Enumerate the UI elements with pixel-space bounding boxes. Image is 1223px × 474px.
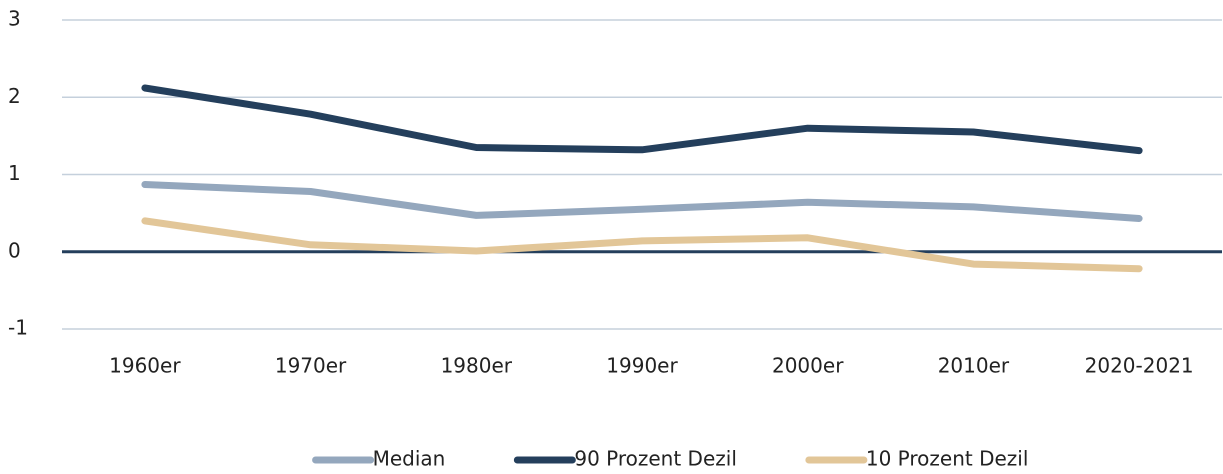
legend: Median 90 Prozent Dezil 10 Prozent Dezil xyxy=(312,447,1029,471)
series-line xyxy=(141,84,1143,155)
y-tick-label: -1 xyxy=(8,316,28,340)
legend-label: 10 Prozent Dezil xyxy=(866,447,1029,471)
x-tick-label: 2000er xyxy=(772,354,844,378)
x-tick-label: 1970er xyxy=(275,354,347,378)
legend-label: Median xyxy=(373,447,446,471)
series-line xyxy=(141,217,1143,273)
y-tick-label: 0 xyxy=(8,238,21,262)
x-tick-label: 2010er xyxy=(938,354,1010,378)
legend-label: 90 Prozent Dezil xyxy=(574,447,737,471)
x-tick-label: 1990er xyxy=(606,354,678,378)
y-tick-label: 1 xyxy=(8,161,21,185)
series-line xyxy=(141,181,1143,222)
y-tick-label: 2 xyxy=(8,84,21,108)
x-tick-label: 2020-2021 xyxy=(1085,354,1194,378)
x-tick-label: 1980er xyxy=(441,354,513,378)
y-tick-label: 3 xyxy=(8,7,21,31)
x-tick-label: 1960er xyxy=(109,354,181,378)
